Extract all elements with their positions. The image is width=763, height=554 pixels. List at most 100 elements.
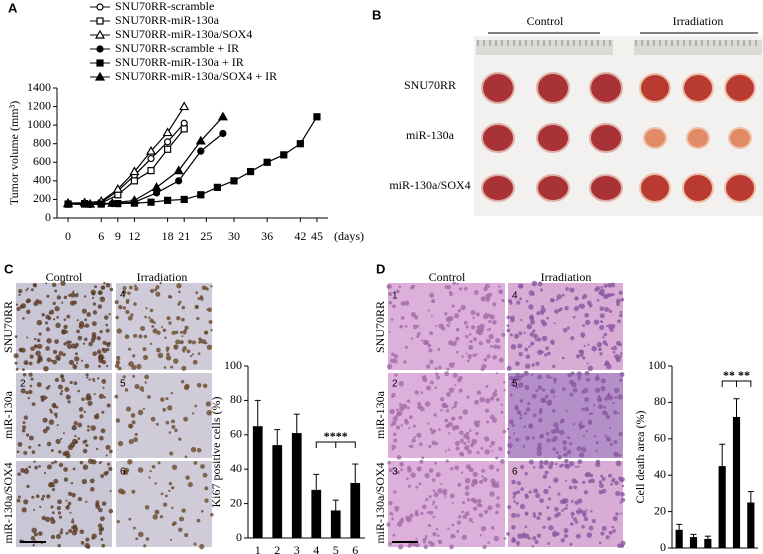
cell-nucleus	[137, 467, 144, 473]
cell-nucleus	[31, 450, 36, 454]
x-tick-label: 42	[294, 229, 306, 243]
cell-nucleus	[431, 298, 436, 303]
cell-nucleus	[79, 529, 85, 535]
cell-nucleus	[85, 443, 89, 447]
cell-nucleus	[594, 375, 600, 382]
cell-nucleus	[392, 432, 397, 437]
cell-nucleus	[552, 447, 557, 452]
cell-nucleus	[617, 394, 623, 400]
cell-nucleus	[517, 343, 523, 349]
cell-nucleus	[176, 316, 181, 321]
cell-nucleus	[73, 420, 78, 426]
tumor-photo	[686, 127, 710, 149]
cell-nucleus	[569, 442, 573, 446]
cell-nucleus	[86, 428, 90, 432]
cell-nucleus	[100, 428, 106, 434]
cell-nucleus	[148, 316, 151, 319]
cell-nucleus	[432, 489, 436, 493]
image-number: 2	[20, 379, 26, 390]
cell-nucleus	[469, 429, 472, 432]
cell-nucleus	[556, 294, 562, 300]
cell-nucleus	[99, 435, 104, 441]
cell-nucleus	[425, 364, 431, 369]
cell-nucleus	[145, 537, 150, 541]
cell-nucleus	[124, 388, 129, 392]
cell-nucleus	[155, 285, 160, 290]
cell-nucleus	[607, 392, 610, 395]
cell-nucleus	[167, 405, 173, 411]
column-header: Control	[46, 270, 83, 284]
data-point	[197, 191, 205, 199]
cell-nucleus	[68, 359, 75, 365]
cell-nucleus	[159, 515, 164, 519]
cell-nucleus	[581, 407, 585, 411]
cell-nucleus	[175, 339, 181, 345]
data-point	[296, 140, 304, 148]
row-label: miR-130a	[1, 390, 15, 439]
cell-nucleus	[451, 501, 454, 504]
significance-bracket	[721, 380, 752, 387]
cell-nucleus	[103, 281, 106, 285]
cell-nucleus	[58, 462, 64, 468]
cell-nucleus	[481, 468, 486, 473]
cell-nucleus	[418, 482, 422, 486]
cell-nucleus	[464, 477, 471, 484]
cell-nucleus	[598, 290, 603, 296]
cell-nucleus	[479, 396, 485, 403]
cell-nucleus	[26, 287, 29, 290]
cell-nucleus	[17, 495, 21, 499]
cell-nucleus	[434, 386, 438, 390]
cell-nucleus	[57, 499, 62, 505]
cell-nucleus	[516, 513, 520, 518]
cell-nucleus	[408, 415, 413, 420]
legend-marker	[94, 29, 106, 39]
cell-nucleus	[183, 416, 189, 422]
cell-nucleus	[72, 290, 75, 293]
cell-nucleus	[55, 322, 61, 329]
cell-nucleus	[556, 426, 559, 430]
cell-nucleus	[571, 381, 577, 388]
cell-nucleus	[550, 339, 555, 345]
cell-nucleus	[170, 538, 173, 541]
cell-nucleus	[506, 365, 512, 371]
cell-nucleus	[21, 507, 27, 513]
cell-nucleus	[538, 512, 542, 516]
x-tick-label: 2	[691, 553, 697, 554]
cell-nucleus	[69, 380, 73, 385]
cell-nucleus	[36, 382, 42, 388]
cell-nucleus	[204, 498, 209, 503]
cell-nucleus	[619, 310, 623, 314]
cell-nucleus	[424, 472, 430, 479]
cell-nucleus	[30, 377, 34, 381]
cell-nucleus	[51, 461, 54, 465]
cell-nucleus	[565, 479, 568, 482]
data-point	[112, 184, 123, 193]
cell-nucleus	[432, 515, 436, 519]
y-tick-label: 100	[224, 358, 242, 372]
cell-nucleus	[399, 403, 403, 407]
y-axis-label: Tumor volume (mm³)	[7, 101, 21, 206]
significance-label: ****	[324, 429, 348, 443]
cell-nucleus	[196, 448, 202, 453]
cell-nucleus	[404, 300, 410, 306]
cell-nucleus	[142, 347, 147, 352]
y-axis-label: Ki67 positive cells (%)	[209, 397, 223, 508]
y-axis-label: Cell death area (%)	[633, 411, 647, 504]
cell-nucleus	[525, 407, 531, 412]
cell-nucleus	[423, 544, 429, 549]
cell-nucleus	[575, 533, 581, 539]
cell-nucleus	[46, 494, 51, 499]
cell-nucleus	[32, 282, 37, 288]
data-point	[313, 113, 321, 121]
image-number: 3	[392, 467, 398, 478]
cell-nucleus	[33, 460, 36, 463]
tumor-photo	[481, 72, 515, 104]
cell-nucleus	[174, 347, 177, 350]
cell-nucleus	[584, 406, 589, 412]
cell-nucleus	[527, 536, 531, 540]
cell-nucleus	[37, 343, 43, 349]
cell-nucleus	[54, 289, 58, 293]
cell-nucleus	[163, 366, 167, 369]
cell-nucleus	[157, 461, 161, 465]
cell-nucleus	[595, 462, 601, 468]
